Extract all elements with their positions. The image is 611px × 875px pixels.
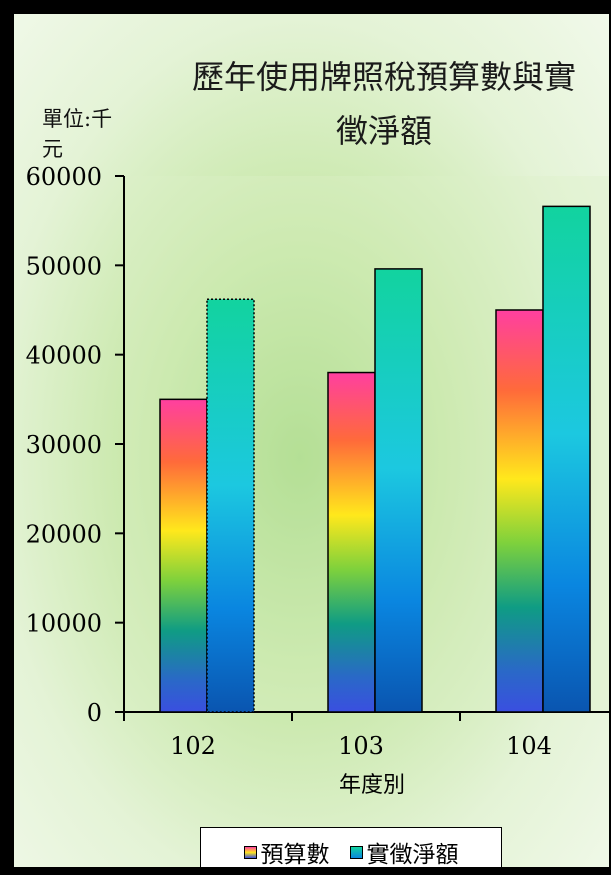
y-tick-label: 60000	[26, 163, 102, 191]
bars	[159, 205, 591, 713]
bar-budget-104	[495, 309, 544, 713]
x-axis-title: 年度別	[339, 773, 405, 798]
legend-label-actual: 實徵淨額	[366, 842, 459, 868]
y-axis: 0 10000 20000 30000 40000 50000 60000	[26, 163, 125, 727]
y-tick-label: 0	[87, 699, 102, 727]
x-tick-label: 102	[170, 732, 216, 760]
y-tick-label: 10000	[26, 610, 102, 638]
x-tick-label: 104	[506, 732, 552, 760]
bar-actual-104	[542, 205, 591, 713]
bar-actual-102	[206, 298, 255, 713]
y-tick-label: 20000	[26, 520, 102, 548]
chart-title-line-2: 徵淨額	[335, 112, 432, 150]
x-axis: 102 103 104	[123, 711, 609, 760]
legend-swatch-budget	[243, 845, 257, 859]
legend-label-budget: 預算數	[260, 842, 330, 868]
x-tick-label: 103	[338, 732, 384, 760]
y-tick-label: 40000	[26, 342, 102, 370]
legend-item-actual: 實徵淨額	[349, 835, 459, 868]
bar-actual-103	[374, 268, 423, 713]
bar-budget-103	[327, 371, 376, 713]
legend-swatch-actual	[349, 845, 363, 859]
legend: 預算數 實徵淨額	[200, 827, 502, 868]
legend-item-budget: 預算數	[243, 835, 330, 868]
bar-budget-102	[159, 398, 208, 713]
unit-label: 單位:千元	[42, 107, 113, 161]
y-tick-label: 50000	[26, 252, 102, 280]
chart-title-line-1: 歷年使用牌照稅預算數與實	[191, 58, 576, 96]
y-tick-label: 30000	[26, 431, 102, 459]
